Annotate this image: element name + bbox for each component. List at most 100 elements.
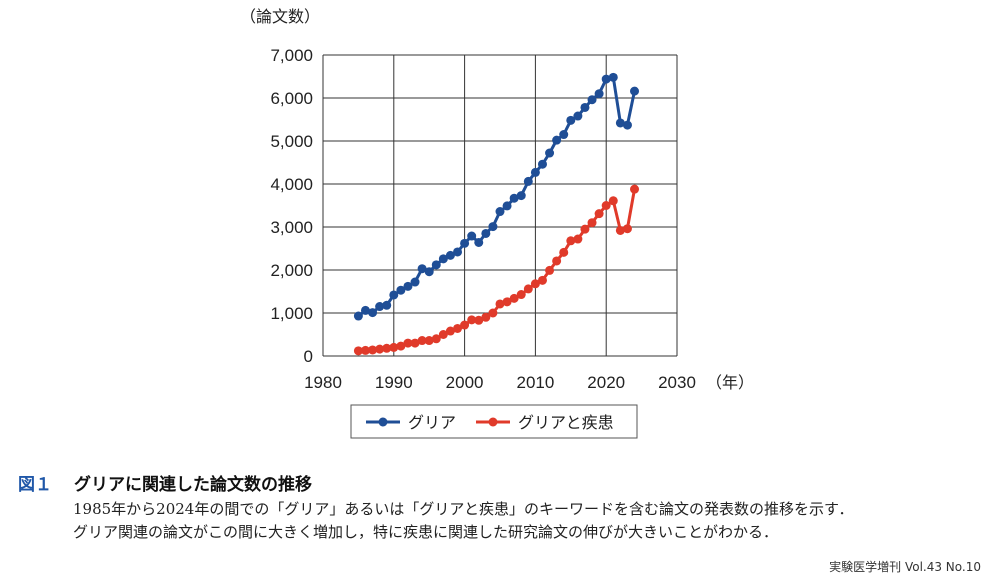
data-point: [516, 290, 526, 300]
data-point: [615, 225, 625, 235]
y-tick-label: 7,000: [270, 46, 313, 65]
legend-label-glia: グリア: [408, 413, 456, 432]
line-chart: （論文数） 0 1,000 2,000 3,000 4,000 5,000 6,000 7,0…: [240, 7, 754, 439]
data-point: [424, 267, 434, 277]
data-point: [594, 209, 604, 219]
y-tick-label: 6,000: [270, 89, 313, 108]
data-point: [630, 86, 640, 96]
data-point: [467, 231, 477, 241]
data-point: [453, 247, 463, 257]
data-point: [396, 341, 406, 351]
data-point: [368, 308, 378, 318]
y-tick-label: 5,000: [270, 132, 313, 151]
data-point: [545, 148, 555, 158]
data-point: [453, 323, 463, 333]
x-axis-ticks: 1980 1990 2000 2010 2020 2030: [304, 373, 696, 392]
y-tick-label: 4,000: [270, 175, 313, 194]
data-point: [481, 228, 491, 238]
data-point: [580, 224, 590, 234]
y-axis-ticks: 0 1,000 2,000 3,000 4,000 5,000 6,000 7,000: [270, 46, 313, 366]
data-point: [353, 311, 363, 321]
data-point: [552, 135, 562, 145]
data-point: [502, 201, 512, 211]
data-point: [360, 345, 370, 355]
data-point: [580, 102, 590, 112]
data-point: [353, 346, 363, 356]
data-point: [445, 326, 455, 336]
x-tick-label: 1990: [375, 373, 413, 392]
data-point: [537, 275, 547, 285]
data-point: [389, 290, 399, 300]
legend-label-glia-disease: グリアと疾患: [518, 413, 614, 432]
data-point: [559, 247, 569, 257]
x-tick-label: 2030: [658, 373, 696, 392]
data-point: [431, 334, 441, 344]
data-point: [615, 118, 625, 128]
data-point: [375, 344, 385, 354]
data-point: [495, 299, 505, 309]
data-point: [587, 95, 597, 105]
data-point: [375, 302, 385, 312]
data-point: [509, 293, 519, 303]
data-point: [481, 312, 491, 322]
x-tick-label: 2010: [516, 373, 554, 392]
data-point: [488, 222, 498, 232]
data-point: [382, 343, 392, 353]
data-point: [552, 256, 562, 266]
caption-title-row: 図１ グリアに関連した論文数の推移: [18, 470, 978, 495]
data-point: [396, 285, 406, 295]
data-point: [382, 300, 392, 310]
series-0: [353, 72, 640, 321]
data-point: [566, 115, 576, 125]
caption-line-1: 1985年から2024年の間での「グリア」あるいは「グリアと疾患」のキーワードを…: [73, 500, 854, 518]
legend-marker-glia-disease: [488, 417, 498, 427]
y-tick-label: 1,000: [270, 304, 313, 323]
data-point: [601, 201, 611, 210]
data-point: [502, 297, 512, 307]
data-point: [573, 111, 583, 121]
data-point: [438, 254, 448, 264]
data-point: [587, 218, 597, 228]
series-layer: [353, 72, 640, 356]
data-point: [523, 284, 533, 294]
data-point: [474, 315, 484, 325]
data-point: [445, 250, 455, 260]
data-point: [630, 184, 640, 194]
data-point: [368, 345, 378, 355]
data-point: [403, 281, 413, 291]
legend: グリア グリアと疾患: [350, 404, 638, 439]
data-point: [360, 305, 370, 315]
x-tick-label: 1980: [304, 373, 342, 392]
y-axis-label: （論文数）: [240, 7, 320, 26]
caption-line-2: グリア関連の論文がこの間に大きく増加し，特に疾患に関連した研究論文の伸びが大きい…: [73, 523, 779, 541]
data-point: [530, 279, 540, 289]
data-point: [431, 260, 441, 270]
data-point: [545, 265, 555, 275]
data-point: [566, 236, 576, 246]
data-point: [467, 315, 477, 325]
data-point: [460, 238, 470, 248]
data-point: [424, 336, 434, 346]
data-point: [474, 237, 484, 247]
data-point: [601, 74, 611, 84]
data-point: [594, 89, 604, 99]
legend-marker-glia: [378, 417, 388, 427]
x-tick-label: 2000: [446, 373, 484, 392]
data-point: [410, 277, 420, 287]
data-point: [417, 264, 427, 274]
data-point: [488, 308, 498, 318]
data-point: [573, 234, 583, 244]
y-tick-label: 0: [304, 347, 313, 366]
data-point: [410, 338, 420, 348]
data-point: [438, 330, 448, 339]
data-point: [537, 159, 547, 169]
data-point: [608, 196, 618, 206]
y-tick-label: 2,000: [270, 261, 313, 280]
source-note: 実験医学増刊 Vol.43 No.10: [829, 560, 981, 574]
data-point: [460, 320, 470, 330]
data-point: [559, 130, 569, 140]
data-point: [622, 120, 632, 130]
x-axis-label: （年）: [706, 373, 754, 392]
data-point: [608, 72, 618, 82]
figure-title: グリアに関連した論文数の推移: [74, 475, 312, 495]
